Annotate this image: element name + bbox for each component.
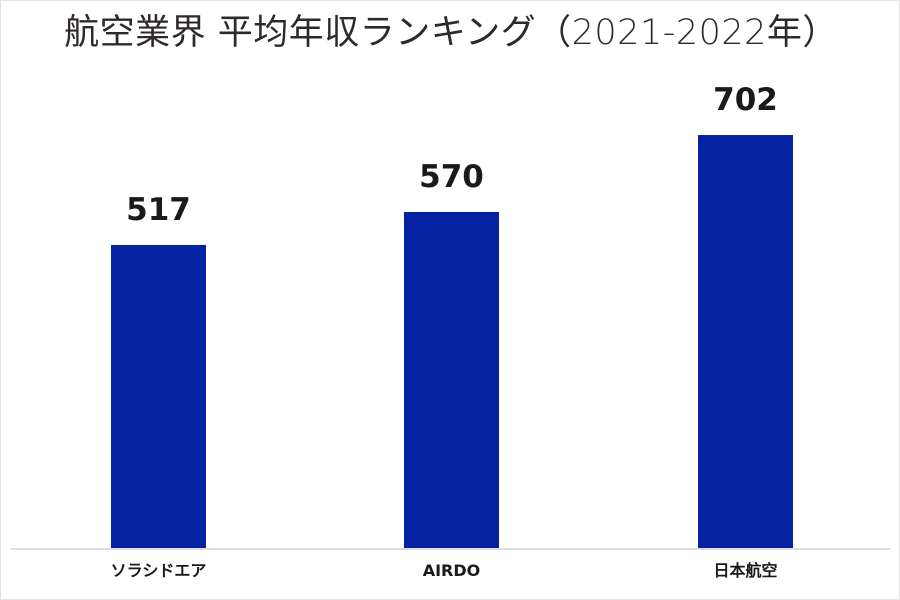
bar-group: 570 bbox=[404, 76, 499, 548]
bar-group: 702 bbox=[698, 76, 793, 548]
category-label-airdo: AIRDO bbox=[422, 561, 481, 580]
bar-value-label: 702 bbox=[713, 82, 778, 118]
bar-value-label: 517 bbox=[126, 192, 191, 228]
chart-title: 航空業界 平均年収ランキング（2021-2022年） bbox=[64, 13, 838, 53]
bar-value-label: 570 bbox=[419, 159, 484, 195]
category-label-japan-airlines: 日本航空 bbox=[713, 561, 778, 580]
bar-airdo[interactable] bbox=[404, 212, 499, 548]
bar-japan-airlines[interactable] bbox=[698, 135, 793, 548]
category-label-solaseed-air: ソラシドエア bbox=[110, 561, 207, 580]
bar-group: 517 bbox=[111, 76, 206, 548]
plot-area: 517 570 702 bbox=[11, 76, 891, 550]
category-axis: ソラシドエア AIRDO 日本航空 bbox=[11, 561, 891, 591]
bar-solaseed-air[interactable] bbox=[111, 245, 206, 548]
x-axis-line bbox=[11, 548, 891, 550]
